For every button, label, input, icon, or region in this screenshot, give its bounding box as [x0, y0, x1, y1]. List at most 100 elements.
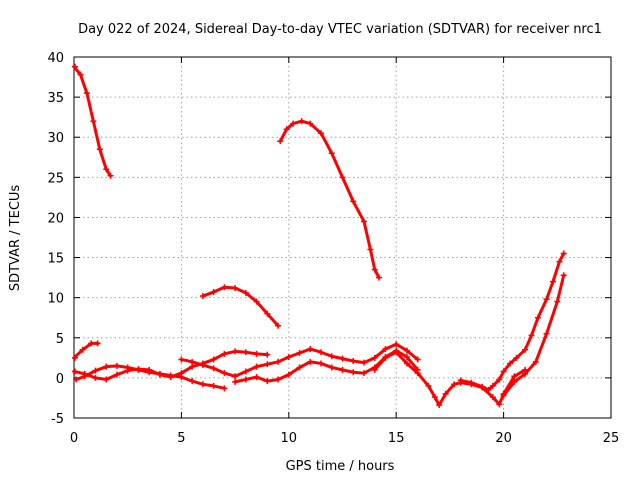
series-arc-2	[277, 118, 383, 281]
data-point	[556, 258, 563, 265]
data-point	[528, 332, 535, 339]
data-point	[210, 382, 217, 389]
data-point	[307, 358, 314, 365]
data-point	[283, 126, 290, 133]
y-tick-label: 30	[47, 131, 64, 146]
data-point	[318, 349, 325, 356]
data-point	[253, 298, 260, 305]
series-arc-1	[72, 63, 114, 179]
x-tick-label: 5	[177, 431, 185, 446]
plot-frame	[73, 56, 612, 419]
data-point	[328, 353, 335, 360]
data-point	[296, 350, 303, 357]
data-point	[307, 346, 314, 353]
data-point	[232, 378, 239, 385]
data-point	[376, 274, 383, 281]
data-point	[72, 368, 78, 375]
y-axis-label: SDTVAR / TECUs	[8, 185, 23, 292]
series-arc-11	[500, 272, 567, 399]
data-point	[156, 371, 163, 378]
y-tick-label: -5	[51, 412, 64, 427]
data-point	[367, 246, 374, 253]
data-point	[221, 370, 228, 377]
series-arc-9	[371, 349, 529, 409]
series-line	[373, 350, 527, 407]
chart-title: Day 022 of 2024, Sidereal Day-to-day VTE…	[78, 22, 602, 37]
data-point	[360, 218, 367, 225]
series-arc-3	[199, 284, 282, 329]
data-point	[290, 120, 297, 127]
data-point	[339, 174, 346, 181]
data-point	[496, 401, 503, 408]
data-point	[72, 354, 78, 361]
data-point	[146, 366, 153, 373]
data-point	[107, 172, 114, 179]
data-point	[242, 289, 249, 296]
x-tick-label: 25	[603, 431, 620, 446]
x-tick-label: 0	[70, 431, 78, 446]
data-point	[500, 392, 507, 399]
data-point	[431, 394, 438, 401]
data-point	[522, 346, 529, 353]
series-line	[72, 341, 100, 360]
data-point	[513, 354, 520, 361]
data-point	[393, 341, 400, 348]
data-point	[275, 358, 282, 365]
data-point	[264, 378, 271, 385]
data-point	[489, 382, 496, 389]
y-tick-label: 35	[47, 91, 64, 106]
data-point	[124, 367, 131, 374]
data-point	[83, 90, 90, 97]
data-point	[425, 382, 432, 389]
data-point	[328, 364, 335, 371]
data-point	[253, 350, 260, 357]
data-point	[451, 381, 458, 388]
data-point	[489, 394, 496, 401]
data-point	[403, 354, 410, 361]
data-point	[554, 298, 561, 305]
y-tick-label: 40	[47, 51, 64, 66]
data-point	[264, 361, 271, 368]
y-tick-label: 20	[47, 211, 64, 226]
data-point	[81, 370, 88, 377]
data-point	[242, 376, 249, 383]
data-point	[318, 360, 325, 367]
data-point	[307, 120, 314, 127]
data-point	[507, 360, 514, 367]
data-point	[113, 362, 120, 369]
data-point	[264, 310, 271, 317]
data-point	[382, 346, 389, 353]
data-point	[414, 370, 421, 377]
data-point	[485, 386, 492, 393]
data-point	[360, 359, 367, 366]
y-tick-label: 25	[47, 171, 64, 186]
data-point	[350, 358, 357, 365]
data-point	[135, 366, 142, 373]
x-tick-label: 20	[495, 431, 512, 446]
data-point	[543, 330, 550, 337]
data-point	[79, 346, 86, 353]
data-point	[210, 365, 217, 372]
x-axis-label: GPS time / hours	[286, 459, 395, 474]
data-point	[73, 376, 80, 383]
data-point	[253, 374, 260, 381]
data-point	[189, 358, 196, 365]
data-point	[457, 377, 464, 384]
data-point	[468, 379, 475, 386]
data-point	[189, 378, 196, 385]
data-point	[178, 370, 185, 377]
data-point	[350, 198, 357, 205]
data-point	[264, 351, 271, 358]
data-point	[232, 285, 239, 292]
data-point	[210, 289, 217, 296]
y-tick-label: 10	[47, 292, 64, 307]
data-point	[221, 385, 228, 392]
data-point	[479, 383, 486, 390]
data-point	[403, 360, 410, 367]
data-point	[436, 402, 443, 409]
y-tick-label: 15	[47, 252, 64, 267]
data-point	[285, 354, 292, 361]
data-point	[103, 166, 110, 173]
data-point	[199, 293, 206, 300]
